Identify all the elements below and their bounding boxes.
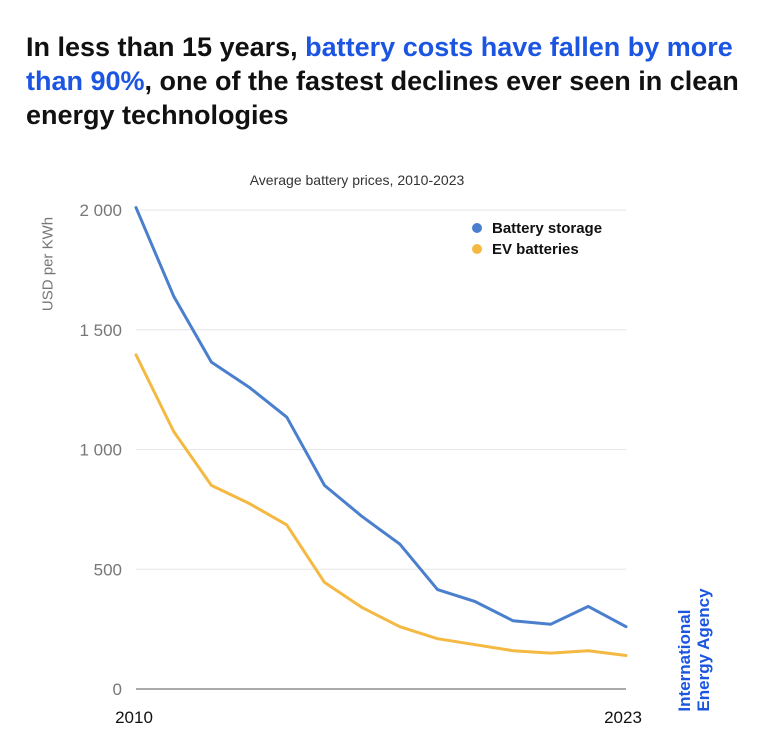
headline-part2: , one of the fastest declines ever seen … <box>26 66 739 130</box>
headline: In less than 15 years, battery costs hav… <box>26 30 746 132</box>
series-line-1 <box>134 353 628 657</box>
x-tick-labels: 2010 2023 <box>115 708 642 727</box>
series-line-0 <box>134 206 628 629</box>
legend-marker <box>472 223 482 233</box>
y-tick-label: 500 <box>94 560 122 579</box>
legend-label: EV batteries <box>492 241 579 258</box>
x-tick-label: 2010 <box>115 708 153 727</box>
legend-marker <box>472 244 482 254</box>
y-tick-label: 2 000 <box>79 201 122 220</box>
chart-title: Average battery prices, 2010-2023 <box>249 172 465 188</box>
headline-accent: battery costs have fallen by more than 9… <box>26 32 733 96</box>
iea-logo: International Energy Agency <box>675 588 713 711</box>
y-tick-labels: 0 500 1 000 1 500 2 000 <box>79 201 122 699</box>
series-lines <box>134 206 628 657</box>
headline-part1: In less than 15 years, <box>26 32 306 62</box>
logo-line-2: Energy Agency <box>694 588 713 712</box>
y-tick-label: 0 <box>113 680 122 699</box>
grid-lines <box>136 209 626 690</box>
x-tick-label: 2023 <box>604 708 642 727</box>
y-tick-label: 1 500 <box>79 321 122 340</box>
legend-label: Battery storage <box>492 220 602 237</box>
legend: Battery storage EV batteries <box>472 220 602 258</box>
logo-line-1: International <box>675 609 694 712</box>
y-tick-label: 1 000 <box>79 441 122 460</box>
